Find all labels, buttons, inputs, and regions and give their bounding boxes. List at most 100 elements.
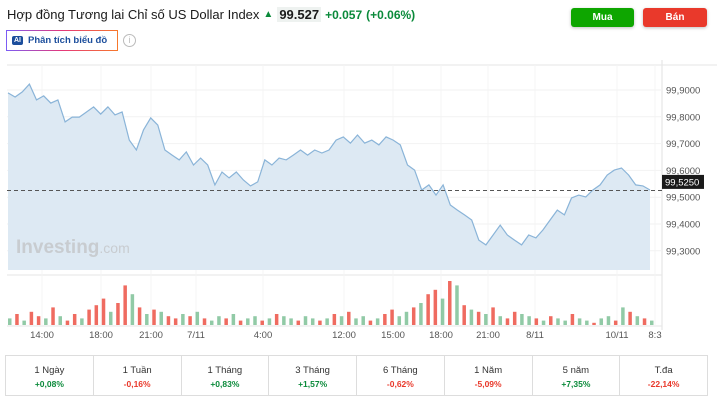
volume-bar xyxy=(224,318,228,325)
volume-bar xyxy=(332,314,337,325)
x-tick-label: 12:00 xyxy=(332,330,356,341)
volume-bar xyxy=(80,318,84,325)
volume-bar xyxy=(267,318,272,325)
price-change-pct: (+0.06%) xyxy=(366,7,416,22)
volume-bar xyxy=(419,303,423,325)
y-tick-label: 99,5000 xyxy=(666,193,700,204)
sell-button[interactable]: Bán xyxy=(643,8,707,27)
buy-button[interactable]: Mua xyxy=(571,8,634,27)
instrument-title: Hợp đồng Tương lai Chỉ số US Dollar Inde… xyxy=(7,7,260,22)
ai-icon: AI xyxy=(12,36,23,45)
y-tick-label: 99,4000 xyxy=(666,220,700,231)
volume-bar xyxy=(36,316,41,325)
y-tick-label: 99,3000 xyxy=(666,246,700,257)
period-change: +1,57% xyxy=(298,379,328,389)
volume-bar xyxy=(484,314,488,325)
volume-bar xyxy=(310,318,315,325)
volume-bar xyxy=(72,314,77,325)
period-label: 3 Tháng xyxy=(295,365,330,376)
volume-bar xyxy=(87,309,91,325)
ai-analysis-label: Phân tích biểu đồ xyxy=(28,35,108,46)
volume-bar xyxy=(585,320,589,325)
x-tick-label: 21:00 xyxy=(476,330,500,341)
volume-bar xyxy=(577,318,582,325)
volume-bar xyxy=(246,318,250,325)
volume-bar xyxy=(209,320,214,325)
performance-cell: 6 Tháng -0,62% xyxy=(357,356,445,395)
watermark: Investing.com xyxy=(16,237,130,258)
volume-bar xyxy=(145,314,149,325)
arrow-up-icon: ▲ xyxy=(263,9,274,20)
volume-bar xyxy=(527,316,531,325)
period-label: 5 năm xyxy=(562,365,590,376)
volume-bar xyxy=(325,318,329,325)
volume-bar xyxy=(65,320,70,325)
volume-bar xyxy=(44,318,48,325)
period-change: -0,16% xyxy=(123,379,151,389)
y-tick-label: 99,7000 xyxy=(666,139,700,150)
x-tick-label: 14:00 xyxy=(30,330,54,341)
price-chart[interactable]: Investing.com 99,9000 99,8000 99,7000 99,60… xyxy=(0,60,717,350)
ai-chart-analysis-button[interactable]: AI Phân tích biểu đồ xyxy=(6,30,118,51)
volume-bar xyxy=(628,311,632,325)
volume-bar xyxy=(231,314,236,325)
volume-bar xyxy=(274,314,279,325)
x-tick-label: 8:3 xyxy=(648,330,661,341)
volume-bar xyxy=(613,320,618,325)
x-tick-label: 4:00 xyxy=(254,330,273,341)
volume-bar xyxy=(563,320,567,325)
price-line xyxy=(7,83,651,246)
info-icon[interactable]: i xyxy=(123,34,136,47)
volume-bar xyxy=(137,307,142,325)
volume-bar xyxy=(173,318,178,325)
volume-bar xyxy=(390,309,394,325)
volume-bar xyxy=(570,314,575,325)
volume-bar xyxy=(650,320,654,325)
volume-bar xyxy=(512,311,517,325)
volume-bar xyxy=(556,318,560,325)
volume-bar xyxy=(51,307,55,325)
performance-cell: 3 Tháng +1,57% xyxy=(269,356,357,395)
volume-bar xyxy=(108,311,113,325)
volume-bar xyxy=(433,289,438,325)
period-label: T.đa xyxy=(654,365,673,376)
last-price: 99.527 xyxy=(277,7,322,22)
volume-bar xyxy=(181,314,185,325)
current-price-tag xyxy=(662,174,704,189)
period-change: +0,08% xyxy=(34,379,64,389)
volume-bar xyxy=(361,316,365,325)
volume-bar xyxy=(426,294,430,325)
volume-bar xyxy=(498,316,503,325)
volume-bar xyxy=(296,320,301,325)
volume-bar xyxy=(15,314,19,325)
period-change: +0,83% xyxy=(210,379,240,389)
volume-bar xyxy=(635,316,640,325)
performance-table: 1 Ngày +0,08% 1 Tuần -0,16% 1 Tháng +0,83% 3 T… xyxy=(5,355,708,396)
volume-bar xyxy=(534,318,539,325)
volume-bar xyxy=(130,294,135,325)
volume-bar xyxy=(448,281,452,325)
price-area xyxy=(8,84,650,270)
x-tick-label: 15:00 xyxy=(381,330,405,341)
volume-bar xyxy=(476,311,481,325)
period-label: 1 Năm xyxy=(474,365,503,376)
volume-bar xyxy=(404,311,409,325)
volume-bar xyxy=(116,303,120,325)
y-tick-label: 99,9000 xyxy=(666,86,700,97)
period-change: -0,62% xyxy=(386,379,414,389)
volume-bar xyxy=(397,316,402,325)
volume-bar xyxy=(469,309,474,325)
volume-bar xyxy=(253,316,257,325)
volume-bar xyxy=(152,309,156,325)
volume-bar xyxy=(318,320,322,325)
volume-bar xyxy=(440,298,445,325)
volume-bar xyxy=(549,316,553,325)
volume-bar xyxy=(339,316,344,325)
volume-bar xyxy=(520,314,524,325)
volume-bar xyxy=(541,320,546,325)
volume-bar xyxy=(166,316,171,325)
x-tick-label: 18:00 xyxy=(89,330,113,341)
performance-cell: 1 Tuần -0,16% xyxy=(94,356,182,395)
volume-bar xyxy=(289,318,293,325)
volume-bar xyxy=(383,314,387,325)
